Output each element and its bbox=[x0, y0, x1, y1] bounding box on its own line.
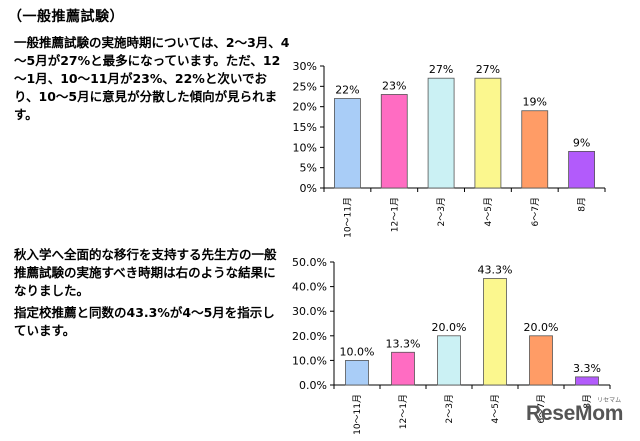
bar bbox=[529, 335, 553, 386]
resemom-watermark: ReseMom リセマム bbox=[526, 398, 624, 426]
x-category-label: 6～7月 bbox=[530, 197, 541, 226]
section-title: （一般推薦試験） bbox=[8, 9, 124, 25]
y-tick-label: 25% bbox=[293, 80, 317, 93]
bar bbox=[474, 77, 502, 189]
y-tick-label: 50.0% bbox=[292, 256, 327, 269]
bar bbox=[521, 110, 549, 189]
bar bbox=[391, 351, 415, 386]
x-category-label: 4～5月 bbox=[490, 394, 501, 423]
bar bbox=[483, 278, 507, 386]
bar-value-label: 20.0% bbox=[432, 321, 467, 334]
description-paragraph-3: 指定校推薦と同数の43.3%が4～5月を指示しています。 bbox=[14, 305, 275, 338]
y-tick-label: 30.0% bbox=[292, 305, 327, 318]
bar bbox=[334, 98, 361, 189]
y-tick-label: 0.0% bbox=[299, 379, 327, 392]
bar-value-label: 43.3% bbox=[478, 263, 513, 276]
x-category-label: 10～11月 bbox=[342, 197, 353, 238]
bar bbox=[380, 94, 408, 189]
bar bbox=[345, 360, 369, 386]
y-tick-label: 10% bbox=[293, 141, 317, 154]
bar-value-label: 19% bbox=[523, 96, 547, 109]
x-category-label: 12～1月 bbox=[398, 394, 409, 429]
x-category-label: 12～1月 bbox=[389, 197, 400, 232]
description-paragraph-1: 一般推薦試験の実施時期については、2～3月、4～5月が27%と最多になっています… bbox=[14, 35, 290, 122]
watermark-text: ReseMom bbox=[526, 402, 624, 425]
bar bbox=[437, 335, 461, 386]
x-category-label: 6～7月 bbox=[536, 394, 547, 423]
bar-value-label: 27% bbox=[476, 63, 500, 76]
bar-value-label: 23% bbox=[382, 79, 406, 92]
y-tick-label: 0% bbox=[300, 182, 317, 195]
chart-general-recommendation-timing: 0% 5% 10% 15% 20% 25% 30% 22% 10～11月 23% 12～1月 27% 2… bbox=[293, 60, 606, 238]
x-category-label: 8月 bbox=[582, 394, 593, 409]
x-category-label: 2～3月 bbox=[436, 197, 447, 226]
x-category-label: 10～11月 bbox=[352, 394, 363, 435]
y-tick-label: 30% bbox=[293, 60, 317, 73]
x-category-label: 2～3月 bbox=[444, 394, 455, 423]
bar-value-label: 22% bbox=[335, 84, 359, 97]
bar-value-label: 9% bbox=[573, 136, 590, 149]
bar-value-label: 27% bbox=[429, 63, 453, 76]
x-category-label: 8月 bbox=[577, 197, 588, 212]
bar-value-label: 3.3% bbox=[573, 362, 601, 375]
description-paragraph-2: 秋入学へ全面的な移行を支持する先生方の一般推薦試験の実施すべき時期は右のような結… bbox=[14, 247, 277, 298]
y-tick-label: 15% bbox=[293, 121, 317, 134]
bar-value-label: 10.0% bbox=[340, 345, 375, 358]
bar-value-label: 13.3% bbox=[386, 337, 421, 350]
x-category-label: 4～5月 bbox=[483, 197, 494, 226]
y-tick-label: 10.0% bbox=[292, 354, 327, 367]
chart-autumn-entry-recommendation-timing: 0.0% 10.0% 20.0% 30.0% 40.0% 50.0% 10.0% 10～11月… bbox=[292, 256, 611, 435]
bar bbox=[427, 77, 455, 189]
bar bbox=[575, 376, 599, 386]
y-tick-label: 20.0% bbox=[292, 330, 327, 343]
bar-value-label: 20.0% bbox=[524, 321, 559, 334]
y-tick-label: 5% bbox=[300, 162, 317, 175]
y-tick-label: 40.0% bbox=[292, 281, 327, 294]
y-tick-label: 20% bbox=[293, 101, 317, 114]
bar bbox=[568, 151, 595, 189]
watermark-ruby: リセマム bbox=[597, 398, 622, 404]
